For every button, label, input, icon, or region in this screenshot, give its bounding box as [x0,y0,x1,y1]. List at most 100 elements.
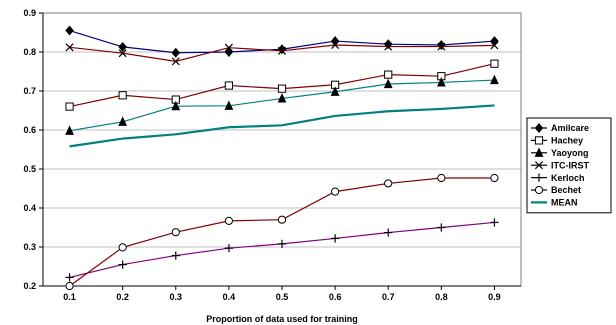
data-point-marker [383,78,393,89]
data-point-marker [277,215,287,224]
data-point-marker [277,93,287,103]
data-point-marker [534,123,544,133]
legend-label: Kerloch [551,173,585,183]
tick-labels: 0.2 0.3 0.4 0.5 0.6 0.7 0.8 0.9 0.1 0.2 0.3 0.4 0.5 0… [23,8,500,302]
x-tick-label: 0.5 [276,292,289,302]
x-tick-label: 0.8 [435,292,448,302]
data-point-marker [490,59,499,68]
marker-stroke [171,57,180,66]
data-point-marker [384,228,393,237]
data-point-marker [384,70,393,79]
data-point-marker [118,91,127,100]
y-tick-label: 0.8 [23,47,36,57]
data-point-marker [118,260,127,269]
y-tick-label: 0.9 [23,8,36,18]
data-point-marker [224,100,234,110]
data-point-marker [384,42,393,51]
data-point-marker [534,161,544,170]
axes [39,12,521,290]
series-hachey [65,59,499,111]
marker-stroke [534,161,544,170]
data-point-marker [65,102,74,111]
x-tick-label: 0.4 [223,292,236,302]
data-point-marker [171,251,180,260]
data-point-marker [534,185,544,195]
legend-entry-bechet: Bechet [531,185,581,195]
x-axis-title: Proportion of data used for training [206,314,358,324]
x-tick-label: 0.1 [63,292,76,302]
data-point-marker [224,216,233,225]
data-point-marker [331,234,340,243]
legend-entries: Amilcare Hachey Yaoyong ITC-IRST Kerloch Bech… [531,123,589,208]
legend-label: Bechet [551,185,581,195]
series-line [69,104,495,148]
x-tick-label: 0.3 [170,292,183,302]
series-kerloch [65,218,499,282]
series-mean [69,104,495,148]
data-point-marker [65,43,74,52]
y-tick-label: 0.6 [23,125,36,135]
data-point-marker [437,173,446,183]
data-point-marker [65,25,74,36]
legend-label: ITC-IRST [551,160,589,170]
data-point-marker [171,100,181,111]
data-point-marker [436,77,446,87]
data-point-marker [490,173,499,183]
data-point-marker [118,41,127,52]
data-point-marker [171,57,180,66]
legend-entry-yaoyong: Yaoyong [531,147,589,158]
data-point-marker [490,74,499,85]
data-point-marker [171,228,180,237]
legend-entry-hachey: Hachey [531,136,583,146]
data-point-marker [331,40,340,50]
marker-stroke [224,43,233,52]
data-point-marker [224,81,233,90]
data-point-marker [171,47,181,58]
x-tick-label: 0.9 [488,292,501,302]
series-yaoyong [65,74,499,135]
data-point-marker [437,42,446,51]
data-point-marker [331,187,340,196]
data-point-marker [534,173,544,182]
data-point-marker [490,218,499,227]
data-point-marker [224,43,233,52]
legend-label: Hachey [551,136,583,146]
legend-label: MEAN [551,198,578,208]
legend-entry-kerloch: Kerloch [531,173,585,183]
marker-stroke [437,42,446,51]
data-point-marker [277,239,287,248]
data-point-marker [118,116,128,126]
data-point-marker [534,136,544,145]
marker-stroke [118,49,127,58]
y-tick-label: 0.5 [23,164,36,174]
data-point-marker [330,86,340,96]
series-layer [65,25,499,291]
series-bechet [65,173,499,291]
data-point-marker [118,49,127,58]
data-point-marker [437,223,446,232]
series-itc-irst [65,40,499,66]
x-tick-label: 0.6 [329,292,342,302]
data-point-marker [534,147,544,157]
data-point-marker [277,84,287,93]
data-point-marker [65,125,74,135]
data-point-marker [65,273,74,282]
series-amilcare [65,25,499,58]
y-tick-label: 0.2 [23,281,36,291]
marker-stroke [277,46,287,55]
data-point-marker [224,244,233,253]
x-tick-label: 0.2 [116,292,129,302]
y-tick-label: 0.4 [23,203,36,213]
data-point-marker [118,243,127,252]
data-point-marker [384,179,393,188]
marker-stroke [331,40,340,50]
legend-entry-itc-irst: ITC-IRST [531,160,589,170]
data-point-marker [65,281,74,291]
data-point-marker [277,46,287,55]
legend-label: Amilcare [551,123,589,133]
data-point-marker [490,41,499,50]
marker-stroke [490,41,499,50]
legend-entry-amilcare: Amilcare [531,123,589,133]
y-tick-label: 0.3 [23,242,36,252]
